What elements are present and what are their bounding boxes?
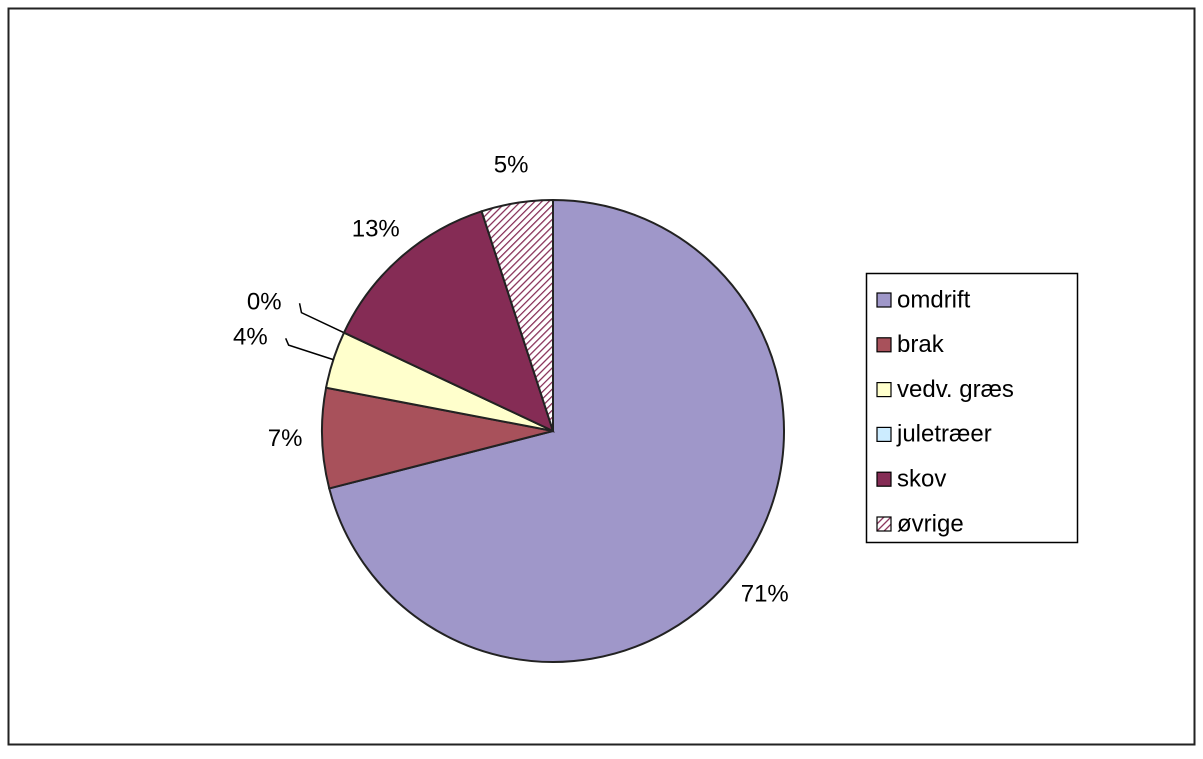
data-label: 5% — [494, 152, 529, 179]
leader-line — [284, 337, 334, 361]
legend-label: juletræer — [896, 421, 992, 448]
pie-slice — [328, 198, 785, 663]
legend-swatch — [876, 292, 892, 308]
legend-swatch — [876, 337, 892, 353]
pie-slice — [342, 210, 555, 433]
legend-swatch — [876, 382, 892, 398]
legend-label: øvrige — [897, 510, 964, 537]
data-label: 0% — [247, 289, 282, 316]
legend-label: omdrift — [897, 286, 971, 313]
data-label: 7% — [268, 425, 303, 452]
data-label: 71% — [741, 581, 789, 608]
legend-label: vedv. græs — [897, 376, 1014, 403]
legend-swatch — [876, 516, 892, 532]
legend-label: brak — [897, 331, 945, 358]
legend-box — [865, 272, 1079, 544]
data-label: 4% — [233, 324, 268, 351]
data-label: 13% — [352, 215, 400, 242]
leader-line — [298, 303, 345, 334]
pie-slice — [480, 198, 554, 432]
legend-label: skov — [897, 466, 946, 493]
pie-slice — [321, 386, 554, 490]
legend-swatch — [876, 426, 892, 442]
legend-swatch — [876, 471, 892, 487]
